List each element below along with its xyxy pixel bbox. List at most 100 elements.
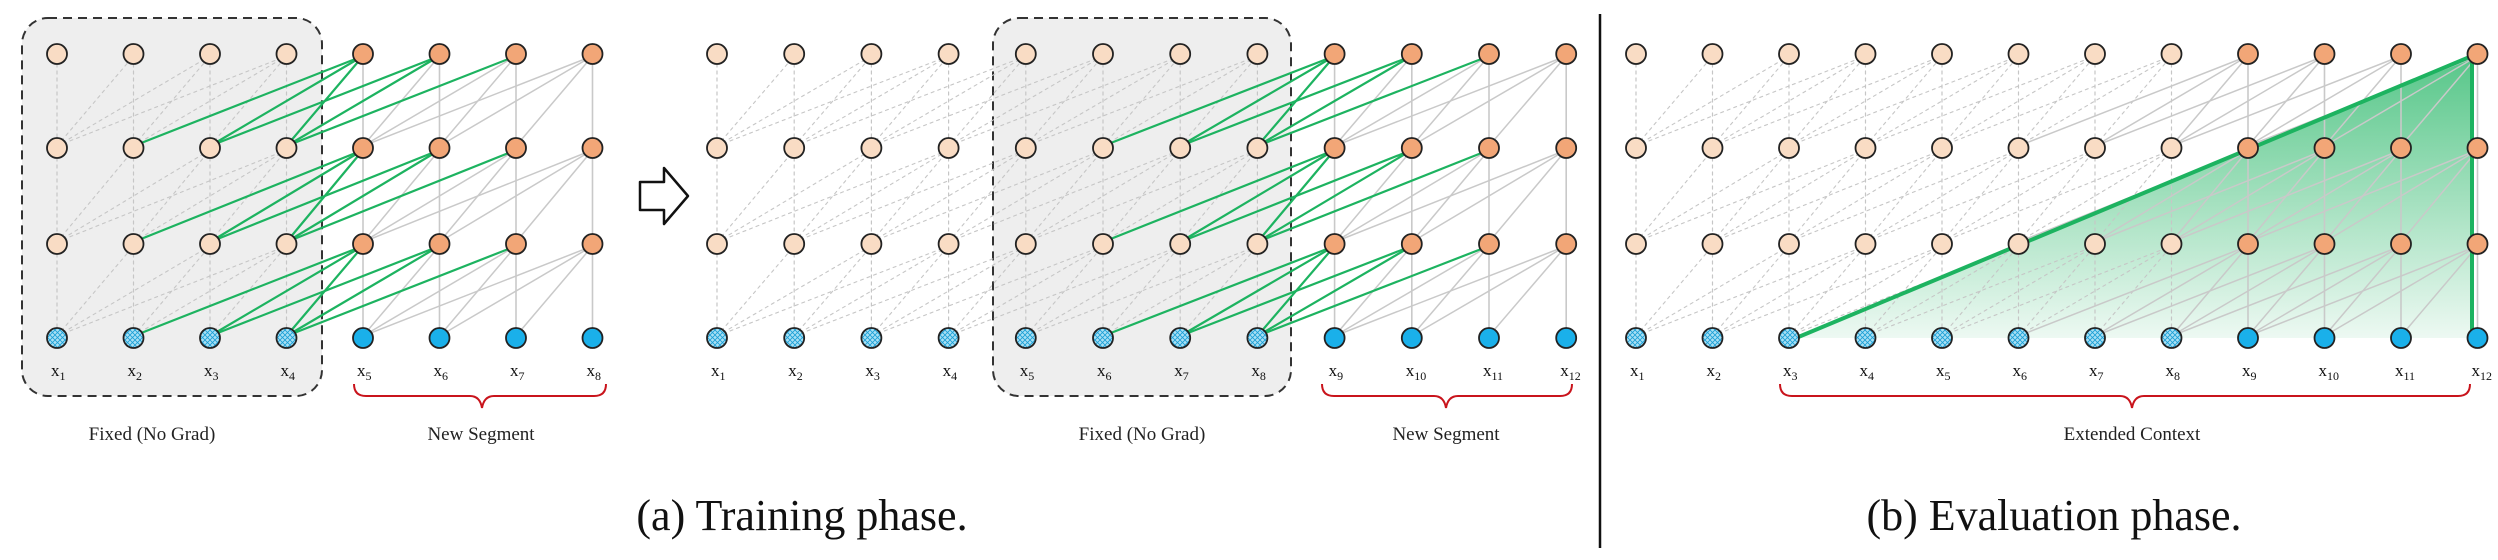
context-edge xyxy=(2400,55,2479,147)
context-edge xyxy=(2017,55,2249,147)
context-edge xyxy=(515,149,594,243)
token-label: x6 xyxy=(1097,361,1112,383)
context-edge xyxy=(1179,149,1258,243)
evaluation-caption: (b) Evaluation phase. xyxy=(1866,491,2241,540)
context-edge xyxy=(2247,149,2479,243)
memory-edge xyxy=(208,148,365,244)
hidden-state-node xyxy=(1092,43,1114,65)
memory-edge xyxy=(285,148,441,244)
context-edge xyxy=(948,149,1027,243)
context-edge xyxy=(1635,245,1714,337)
memory-edge xyxy=(1179,148,1413,244)
context-edge xyxy=(1941,55,2020,147)
hidden-state-node xyxy=(2390,43,2412,65)
context-edge xyxy=(362,149,594,243)
context-edge xyxy=(1711,55,1943,147)
hidden-state-node xyxy=(505,137,527,159)
memory-edge xyxy=(1179,148,1336,244)
hidden-state-node xyxy=(1400,233,1423,255)
token-label: x7 xyxy=(510,361,525,383)
context-edge xyxy=(2400,149,2479,243)
context-edge xyxy=(2170,245,2326,337)
context-edge xyxy=(1711,55,1790,147)
new-segment-brace xyxy=(1321,383,1573,409)
context-edge xyxy=(438,55,594,147)
extended-context-brace xyxy=(1779,383,2471,409)
context-edge xyxy=(1711,245,1867,337)
hidden-state-node xyxy=(581,43,604,65)
hidden-state-node xyxy=(2007,43,2030,65)
context-edge xyxy=(1025,55,1181,147)
context-edge xyxy=(2247,55,2402,147)
context-edge xyxy=(56,245,288,337)
context-edge xyxy=(1711,149,1867,243)
context-edge xyxy=(870,55,1027,147)
context-edge xyxy=(2094,149,2173,243)
token-label: x5 xyxy=(1020,361,1035,383)
context-edge xyxy=(1941,149,2020,243)
context-edge xyxy=(1941,55,2096,147)
context-edge xyxy=(132,149,288,243)
fixed-segment-box xyxy=(21,17,323,397)
context-edge xyxy=(1411,55,1567,147)
context-edge xyxy=(1102,55,1181,147)
training-caption: (a) Training phase. xyxy=(636,491,967,540)
context-edge xyxy=(132,55,288,147)
context-edge xyxy=(1711,55,1867,147)
context-edge xyxy=(1864,245,2096,337)
hidden-state-node xyxy=(46,43,68,65)
hidden-state-node xyxy=(1625,43,1647,65)
input-token-node xyxy=(1246,327,1269,349)
token-label: x3 xyxy=(204,361,219,383)
token-label: x4 xyxy=(281,361,296,383)
token-label: x2 xyxy=(128,361,143,383)
token-label: x1 xyxy=(711,361,726,383)
context-edge xyxy=(1864,149,2096,243)
context-edge xyxy=(56,149,211,243)
hidden-state-node xyxy=(428,137,451,159)
input-token-node xyxy=(1778,327,1800,349)
input-token-node xyxy=(1478,327,1500,349)
input-token-node xyxy=(2313,327,2336,349)
context-edge xyxy=(2094,149,2326,243)
new-segment-label: New Segment xyxy=(1392,424,1500,445)
context-edge xyxy=(2323,149,2479,243)
input-token-node xyxy=(1014,327,1037,349)
context-edge xyxy=(1488,55,1567,147)
hidden-state-node xyxy=(2466,137,2489,159)
memory-edge xyxy=(208,244,365,338)
hidden-state-node xyxy=(1778,233,1800,255)
token-label: x10 xyxy=(1406,361,1427,383)
context-edge xyxy=(1102,149,1181,243)
hidden-state-node xyxy=(783,43,806,65)
context-edge xyxy=(2017,149,2096,243)
context-edge xyxy=(132,149,211,243)
context-edge xyxy=(1941,245,2096,337)
context-edge xyxy=(362,55,594,147)
input-token-node xyxy=(199,327,221,349)
context-edge xyxy=(870,245,950,337)
context-edge xyxy=(870,55,950,147)
hidden-state-node xyxy=(1478,233,1500,255)
input-token-node xyxy=(1701,327,1724,349)
input-token-node xyxy=(1555,327,1578,349)
hidden-state-node xyxy=(937,43,960,65)
fixed-no-grad-label: Fixed (No Grad) xyxy=(89,424,216,445)
context-edge xyxy=(793,245,950,337)
memory-edge xyxy=(1256,244,1413,338)
hidden-state-node xyxy=(1014,233,1037,255)
token-label: x7 xyxy=(2089,361,2104,383)
context-edge xyxy=(948,55,1104,147)
context-edge xyxy=(1102,245,1181,337)
context-edge xyxy=(132,55,211,147)
context-edge xyxy=(1711,149,1790,243)
context-edge xyxy=(716,245,795,337)
context-edge xyxy=(1333,149,1490,243)
context-edge xyxy=(2323,245,2479,337)
input-token-node xyxy=(122,327,145,349)
context-edge xyxy=(2094,245,2249,337)
token-label: x6 xyxy=(2013,361,2028,383)
context-edge xyxy=(1941,149,2096,243)
hidden-state-node xyxy=(1555,233,1578,255)
context-edge xyxy=(1864,55,2020,147)
